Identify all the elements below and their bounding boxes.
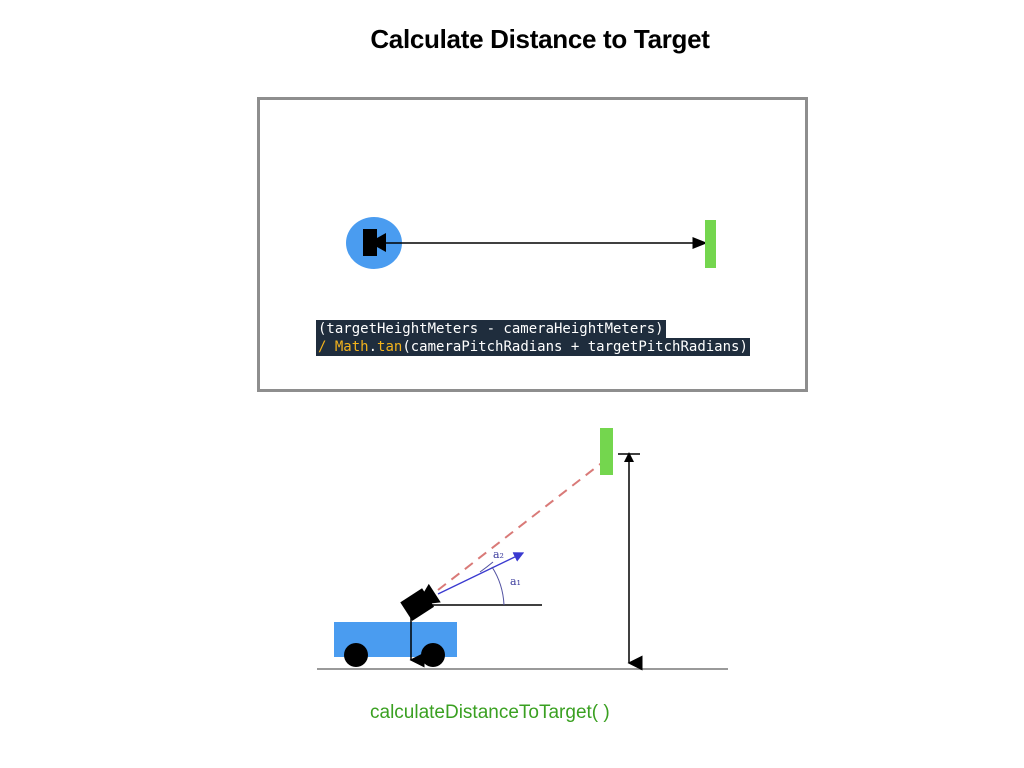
robot-icon	[334, 622, 457, 667]
formula-numerator: (targetHeightMeters - cameraHeightMeters…	[318, 321, 664, 337]
formula-tan-fn: tan	[377, 339, 403, 355]
formula-math-class: Math	[334, 339, 369, 355]
target-height-arrow-top	[624, 452, 634, 462]
angle-a2-arc	[479, 561, 494, 573]
angle-a2-label: a₂	[493, 548, 504, 561]
camera-icon	[400, 583, 441, 621]
formula-denominator: (cameraPitchRadians + targetPitchRadians…	[402, 339, 748, 355]
angle-a1-label: a₁	[510, 575, 521, 588]
formula-line-2: / Math.tan(cameraPitchRadians + targetPi…	[316, 338, 750, 356]
formula-dot: .	[368, 339, 378, 355]
page-title: Calculate Distance to Target	[370, 24, 710, 54]
target-icon	[600, 428, 613, 475]
top-view-panel: (targetHeightMeters - cameraHeightMeters…	[257, 97, 808, 392]
camera-pitch-vector	[437, 552, 525, 595]
angle-a1-arc	[491, 566, 505, 606]
target-icon	[705, 220, 716, 268]
formula-divide-op: /	[318, 339, 335, 355]
formula-line-1: (targetHeightMeters - cameraHeightMeters…	[316, 320, 666, 338]
line-of-sight	[437, 457, 609, 591]
camera-icon	[346, 217, 402, 269]
top-view-diagram	[346, 217, 716, 269]
function-name-label: calculateDistanceToTarget( )	[370, 702, 610, 723]
